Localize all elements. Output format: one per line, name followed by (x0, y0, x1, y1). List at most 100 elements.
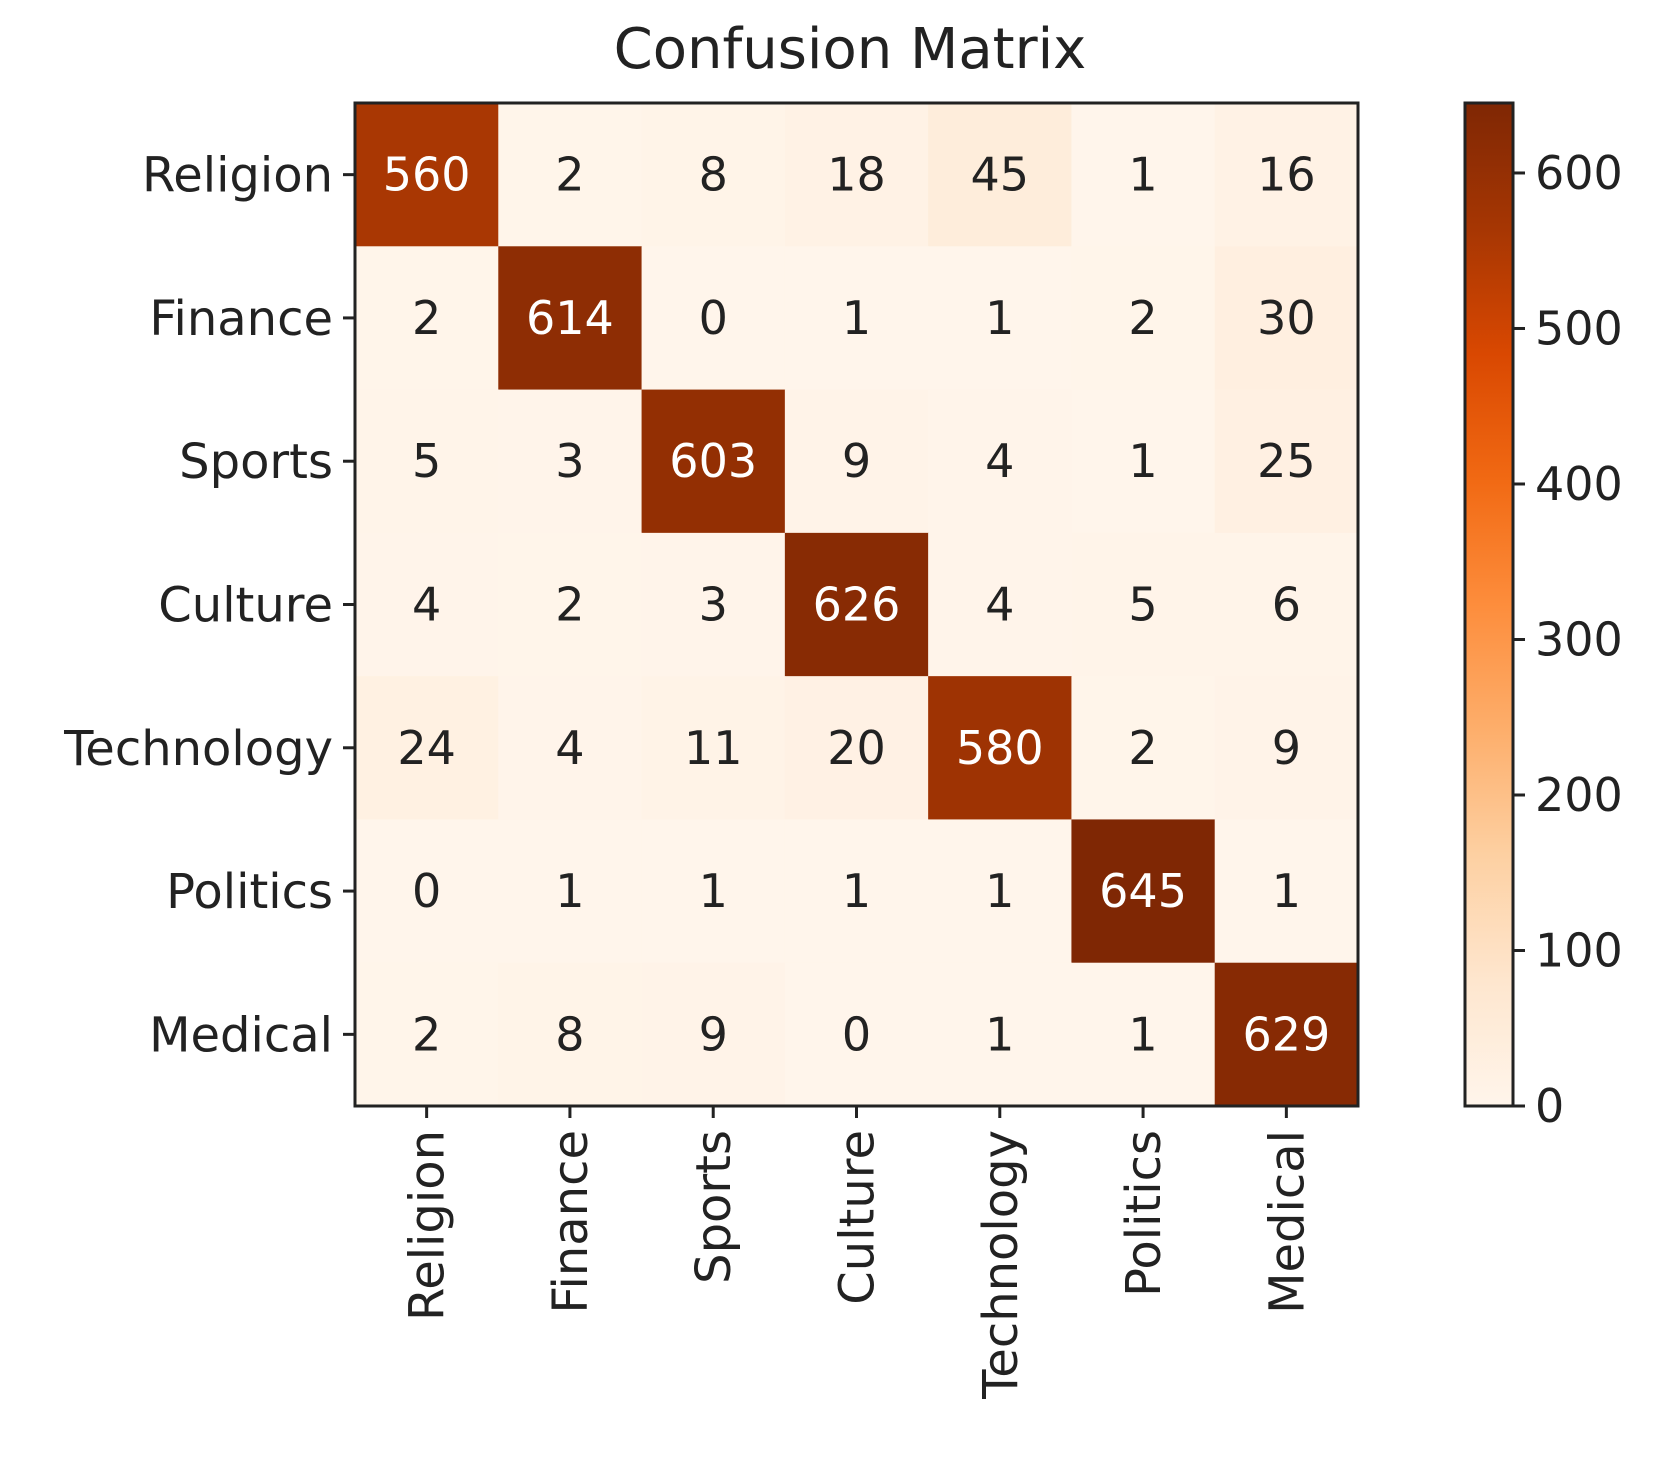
cell-value-label: 1 (842, 291, 871, 345)
heatmap-cell-labels: 560 2 8 18 45 1 162 614 0 1 1 2 305 3 603 9 4 1 254 2 3 626 4 5… (383, 148, 1331, 1062)
cell-value-label: 560 (383, 148, 471, 202)
y-tick-label: Medical (149, 1007, 333, 1063)
heatmap-cell (355, 676, 499, 820)
cell-value-label: 614 (526, 291, 614, 345)
cell-value-label: 30 (1257, 291, 1316, 345)
cell-value-label: 9 (842, 434, 871, 488)
heatmap-cell (641, 532, 786, 677)
cell-value-label: 5 (1128, 578, 1157, 632)
cell-value-label: 5 (412, 434, 441, 488)
heatmap-cell (498, 532, 643, 677)
colorbar-tick-label: 200 (1535, 768, 1623, 822)
heatmap-cell (928, 532, 1072, 677)
heatmap-cell (498, 676, 643, 820)
cell-value-label: 18 (827, 148, 886, 202)
heatmap-cell (355, 246, 499, 391)
heatmap-cell (784, 532, 929, 677)
heatmap-cell (355, 819, 499, 964)
cell-value-label: 20 (827, 721, 886, 775)
cell-value-label: 580 (956, 721, 1044, 775)
cell-value-label: 4 (555, 721, 584, 775)
cell-value-label: 8 (699, 148, 728, 202)
cell-value-label: 6 (1272, 578, 1301, 632)
colorbar-tick-label: 500 (1535, 301, 1623, 355)
colorbar-tick-label: 300 (1535, 612, 1623, 666)
heatmap-cell (641, 676, 786, 820)
heatmap-cell (784, 819, 929, 964)
heatmap-cell (784, 962, 929, 1107)
cell-value-label: 1 (985, 291, 1014, 345)
heatmap-cell (355, 962, 499, 1107)
heatmap-cell (928, 962, 1072, 1107)
cell-value-label: 1 (985, 1007, 1014, 1061)
heatmap-cell (498, 819, 643, 964)
cell-value-label: 1 (699, 864, 728, 918)
colorbar: 0 100 200 300 400 500 600 (1463, 101, 1623, 1133)
cell-value-label: 1 (1128, 1007, 1157, 1061)
y-tick-label: Technology (63, 721, 333, 777)
heatmap-cell (641, 246, 786, 391)
cell-value-label: 3 (555, 434, 584, 488)
cell-value-label: 9 (699, 1007, 728, 1061)
heatmap-cell (928, 819, 1072, 964)
cell-value-label: 11 (684, 721, 743, 775)
chart-title: Confusion Matrix (614, 17, 1087, 82)
cell-value-label: 8 (555, 1007, 584, 1061)
heatmap-cell (1071, 103, 1216, 247)
x-tick-label: Medical (1259, 1130, 1315, 1314)
x-tick-label: Finance (543, 1130, 599, 1314)
cell-value-label: 1 (1128, 148, 1157, 202)
colorbar-tick-label: 100 (1535, 923, 1623, 977)
x-tick-label: Politics (1116, 1130, 1172, 1297)
heatmap-cell (928, 389, 1072, 534)
heatmap-cell (928, 246, 1072, 391)
y-axis: Religion Finance Sports Culture Technology Po… (63, 148, 355, 1063)
heatmap-cell (784, 246, 929, 391)
heatmap-cell (1071, 246, 1216, 391)
colorbar-tick-label: 600 (1535, 146, 1623, 200)
heatmap-cell (1214, 676, 1359, 820)
cell-value-label: 1 (1128, 434, 1157, 488)
cell-value-label: 16 (1257, 148, 1316, 202)
cell-value-label: 629 (1242, 1007, 1330, 1061)
heatmap-cell (498, 246, 643, 391)
heatmap-cell (928, 103, 1072, 247)
x-tick-label: Sports (686, 1130, 742, 1284)
cell-value-label: 0 (842, 1007, 871, 1061)
cell-value-label: 645 (1099, 864, 1187, 918)
cell-value-label: 1 (985, 864, 1014, 918)
x-tick-label: Religion (400, 1130, 456, 1321)
x-axis: Religion Finance Sports Culture Technology Po… (400, 1106, 1315, 1400)
cell-value-label: 1 (555, 864, 584, 918)
heatmap-cell (1214, 246, 1359, 391)
cell-value-label: 0 (699, 291, 728, 345)
heatmap-cells (355, 103, 1359, 1107)
x-tick-label: Culture (830, 1130, 886, 1305)
heatmap-cell (784, 389, 929, 534)
y-tick-label: Culture (158, 578, 333, 634)
cell-value-label: 9 (1272, 721, 1301, 775)
heatmap-cell (928, 676, 1072, 820)
x-tick-label: Technology (973, 1130, 1029, 1400)
heatmap-cell (1071, 532, 1216, 677)
cell-value-label: 25 (1257, 434, 1316, 488)
cell-value-label: 2 (412, 291, 441, 345)
cell-value-label: 4 (412, 578, 441, 632)
heatmap-cell (641, 819, 786, 964)
heatmap-cell (641, 962, 786, 1107)
heatmap-cell (784, 676, 929, 820)
y-tick-label: Finance (149, 291, 333, 347)
cell-value-label: 4 (985, 434, 1014, 488)
cell-value-label: 2 (555, 148, 584, 202)
y-tick-label: Politics (166, 864, 333, 920)
y-tick-label: Sports (179, 434, 333, 490)
cell-value-label: 2 (412, 1007, 441, 1061)
heatmap-cell (641, 103, 786, 247)
colorbar-tick-label: 400 (1535, 457, 1623, 511)
heatmap-cell (355, 532, 499, 677)
heatmap-cell (1214, 962, 1359, 1107)
cell-value-label: 2 (555, 578, 584, 632)
heatmap-cell (641, 389, 786, 534)
heatmap-cell (498, 962, 643, 1107)
